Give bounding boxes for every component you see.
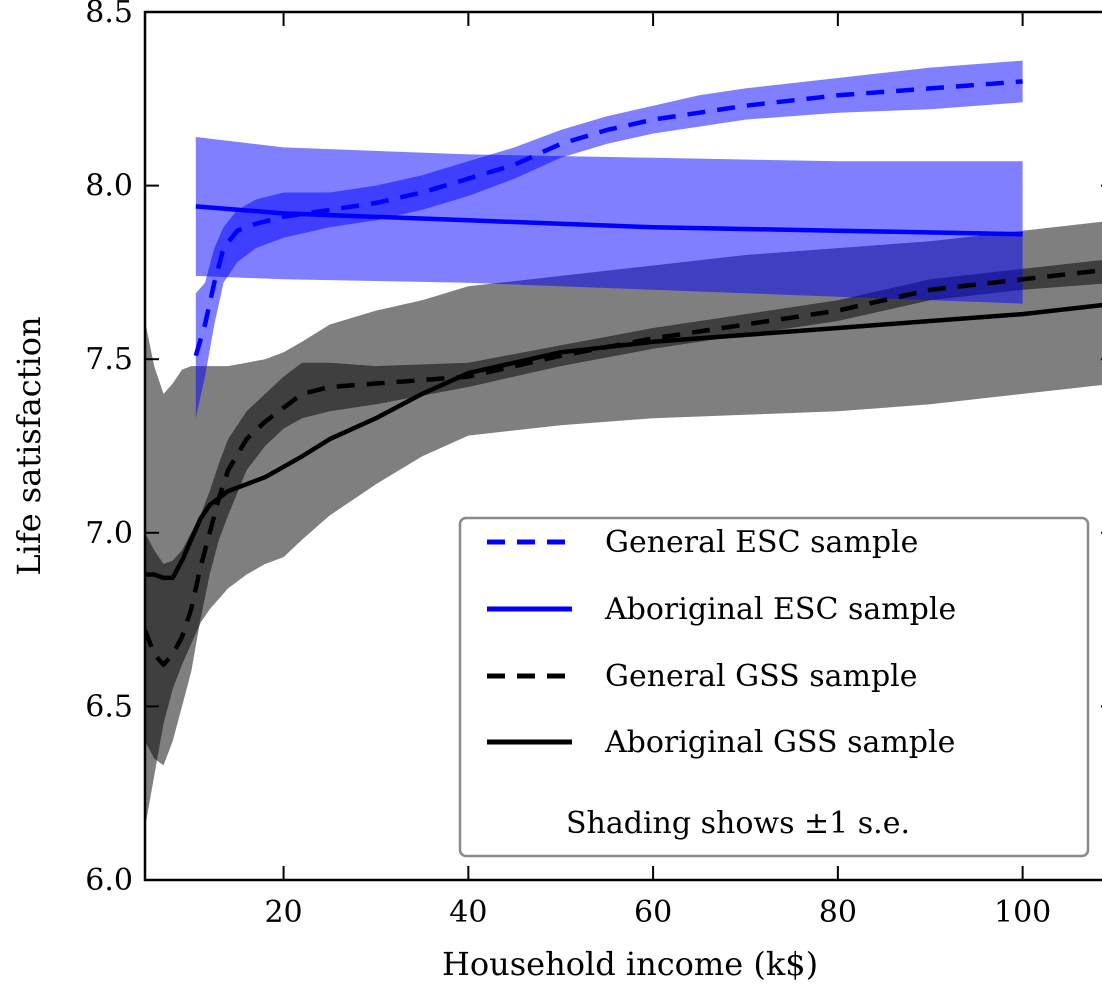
general-esc-sample-band — [195, 60, 1023, 419]
x-tick-label: 40 — [449, 895, 487, 930]
legend-label-general-esc-sample: General ESC sample — [605, 525, 918, 560]
x-axis-label: Household income (k$) — [442, 945, 818, 983]
legend-note: Shading shows ±1 s.e. — [566, 806, 910, 841]
x-tick-label: 100 — [994, 895, 1051, 930]
y-tick-label: 6.5 — [85, 689, 133, 724]
legend: General ESC sample Aboriginal ESC sample G… — [458, 516, 1090, 858]
legend-entries: General ESC sample Aboriginal ESC sample G… — [487, 525, 956, 760]
aboriginal-esc-sample-line — [195, 204, 1023, 237]
y-tick-label: 7.0 — [85, 516, 133, 551]
series-lines — [145, 79, 1102, 667]
y-tick-label: 8.0 — [85, 169, 133, 204]
aboriginal-gss-sample-line — [145, 302, 1102, 581]
x-tick-label: 20 — [264, 895, 302, 930]
general-esc-sample-line — [193, 79, 1023, 357]
plot-frame — [143, 10, 1102, 882]
y-tick-label: 7.5 — [85, 342, 133, 377]
y-tick-label: 6.0 — [85, 863, 133, 898]
general-gss-sample-line — [145, 268, 1102, 667]
error-bands — [145, 60, 1102, 828]
x-tick-label: 80 — [819, 895, 857, 930]
aboriginal-gss-sample-band — [145, 221, 1102, 828]
y-axis-label: Life satisfaction — [10, 316, 48, 575]
legend-box — [458, 516, 1090, 858]
legend-label-general-gss-sample: General GSS sample — [605, 659, 918, 694]
legend-label-aboriginal-gss-sample: Aboriginal GSS sample — [604, 725, 955, 760]
y-tick-label: 8.5 — [85, 0, 133, 30]
axis-ticks: 20 40 60 80 100 6.0 6.5 7.0 7.5 8.0 8.5 — [85, 0, 1102, 930]
x-tick-label: 60 — [634, 895, 672, 930]
aboriginal-esc-sample-band — [195, 137, 1023, 304]
legend-label-aboriginal-esc-sample: Aboriginal ESC sample — [604, 592, 956, 627]
